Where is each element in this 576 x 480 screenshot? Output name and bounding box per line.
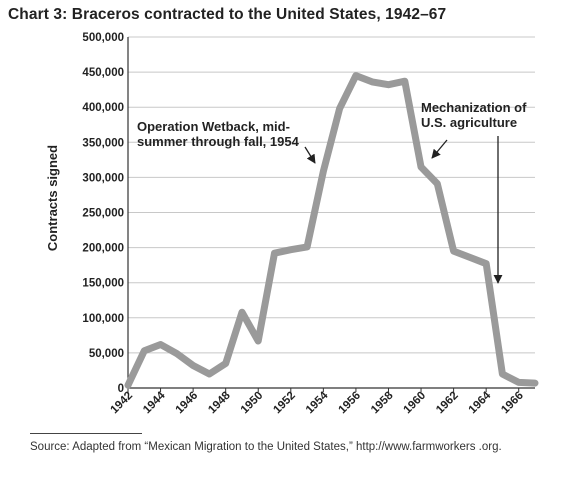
braceros-series-line [124, 72, 539, 389]
x-tick-label: 1944 [141, 389, 168, 416]
y-tick-label: 250,000 [82, 208, 124, 220]
x-tick-label: 1956 [336, 390, 363, 417]
x-tick-label: 1950 [239, 390, 266, 417]
y-tick-label: 0 [118, 383, 124, 395]
y-tick-label: 300,000 [82, 172, 124, 184]
y-tick-label: 150,000 [82, 278, 124, 290]
annotation-mechanization-line1: Mechanization of [421, 100, 527, 115]
x-tick-label: 1948 [206, 389, 233, 416]
y-tick-label: 400,000 [82, 102, 124, 114]
annotation-operation-wetback-arrow [304, 146, 316, 164]
x-tick-label: 1958 [369, 389, 396, 416]
x-tick-label: 1960 [402, 390, 429, 417]
y-tick-label: 50,000 [89, 348, 124, 360]
x-tick-label: 1942 [109, 390, 136, 417]
annotation-mechanization-arrow [431, 139, 448, 159]
line-chart: 500,000 450,000 400,000 350,000 300,000 250,0… [45, 32, 539, 416]
source-divider [30, 433, 142, 434]
chart-title: Chart 3: Braceros contracted to the Unit… [8, 6, 447, 23]
y-axis-label: Contracts signed [45, 145, 60, 251]
source-note: Source: Adapted from “Mexican Migration … [30, 441, 502, 453]
y-tick-label: 200,000 [82, 243, 124, 255]
annotation-operation-wetback-line1: Operation Wetback, mid- [137, 119, 290, 134]
annotation-operation-wetback-line2: summer through fall, 1954 [137, 134, 300, 149]
y-tick-label: 450,000 [82, 67, 124, 79]
x-tick-label: 1946 [174, 390, 201, 417]
y-tick-label: 350,000 [82, 137, 124, 149]
axes [127, 37, 535, 392]
annotation-operation-wetback: Operation Wetback, mid- summer through f… [137, 119, 300, 149]
annotation-mechanization: Mechanization of U.S. agriculture [421, 100, 530, 130]
x-tick-label: 1952 [271, 390, 298, 417]
gridlines [128, 36, 535, 354]
y-tick-label: 100,000 [82, 313, 124, 325]
x-tick-label: 1962 [434, 390, 461, 417]
annotation-mechanization-line2: U.S. agriculture [421, 115, 517, 130]
x-tick-label: 1964 [467, 389, 494, 416]
y-tick-label: 500,000 [82, 32, 124, 44]
x-tick-label: 1954 [304, 389, 331, 416]
y-tick-labels: 500,000 450,000 400,000 350,000 300,000 250,0… [82, 32, 124, 395]
x-tick-labels: 1942 1944 1946 1948 1950 1952 1954 1956 1958 1960… [109, 389, 526, 416]
x-tick-label: 1966 [499, 390, 526, 417]
